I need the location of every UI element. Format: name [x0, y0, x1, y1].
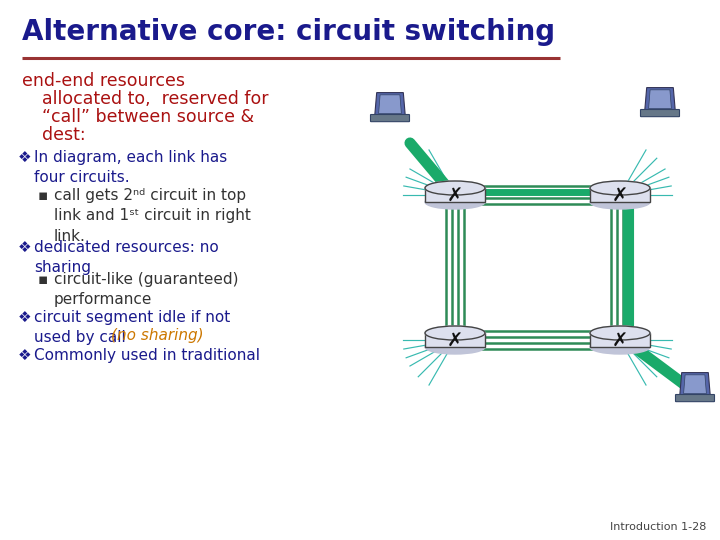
Ellipse shape	[590, 326, 650, 340]
Ellipse shape	[590, 181, 650, 195]
Text: circuit-like (guaranteed)
performance: circuit-like (guaranteed) performance	[54, 272, 238, 307]
Text: dedicated resources: no
sharing: dedicated resources: no sharing	[34, 240, 219, 275]
Text: ✗: ✗	[612, 186, 628, 206]
FancyBboxPatch shape	[371, 114, 410, 122]
Polygon shape	[375, 92, 405, 115]
Text: ❖: ❖	[18, 310, 32, 325]
Text: ▪: ▪	[38, 188, 48, 203]
FancyBboxPatch shape	[675, 395, 714, 402]
Ellipse shape	[425, 340, 485, 354]
Text: call gets 2ⁿᵈ circuit in top
link and 1ˢᵗ circuit in right
link.: call gets 2ⁿᵈ circuit in top link and 1ˢ…	[54, 188, 251, 244]
Ellipse shape	[425, 195, 485, 209]
Text: ❖: ❖	[18, 240, 32, 255]
FancyBboxPatch shape	[641, 110, 680, 117]
Text: ▪: ▪	[38, 272, 48, 287]
Ellipse shape	[425, 181, 485, 195]
Bar	[590, 333, 650, 347]
Polygon shape	[645, 87, 675, 110]
Text: ❖: ❖	[18, 150, 32, 165]
Bar	[425, 188, 485, 202]
Text: “call” between source &: “call” between source &	[42, 108, 254, 126]
Polygon shape	[683, 375, 706, 394]
Text: Commonly used in traditional: Commonly used in traditional	[34, 348, 260, 363]
Text: dest:: dest:	[42, 126, 86, 144]
Text: ❖: ❖	[18, 348, 32, 363]
Ellipse shape	[590, 195, 650, 209]
Polygon shape	[680, 373, 710, 395]
Ellipse shape	[590, 340, 650, 354]
Text: ✗: ✗	[447, 332, 463, 350]
Text: end-end resources: end-end resources	[22, 72, 185, 90]
Bar	[590, 188, 650, 202]
Bar	[425, 333, 485, 347]
Polygon shape	[649, 90, 671, 109]
Text: In diagram, each link has
four circuits.: In diagram, each link has four circuits.	[34, 150, 228, 185]
Text: Alternative core: circuit switching: Alternative core: circuit switching	[22, 18, 555, 46]
Text: allocated to,  reserved for: allocated to, reserved for	[42, 90, 269, 108]
Text: circuit segment idle if not
used by call: circuit segment idle if not used by call	[34, 310, 230, 346]
Text: Introduction 1-28: Introduction 1-28	[610, 522, 706, 532]
Text: (no sharing): (no sharing)	[111, 328, 204, 343]
Text: ✗: ✗	[612, 332, 628, 350]
Ellipse shape	[425, 326, 485, 340]
Text: ✗: ✗	[447, 186, 463, 206]
Polygon shape	[379, 95, 402, 113]
